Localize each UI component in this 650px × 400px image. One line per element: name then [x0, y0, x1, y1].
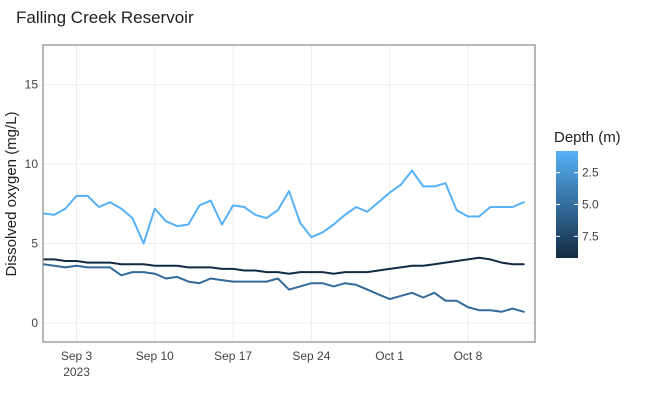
- legend: Depth (m) 2.5 5.0 7.5: [554, 129, 621, 258]
- legend-title: Depth (m): [554, 129, 621, 146]
- colorbar-tick-label: 5.0: [582, 198, 599, 212]
- x-tick-label: Oct 8: [454, 349, 483, 363]
- x-axis-ticks: Sep 3 2023 Sep 10 Sep 17 Sep 24 Oct 1 Oct 8: [61, 349, 483, 379]
- colorbar-ticks: 2.5 5.0 7.5: [556, 166, 599, 243]
- y-tick-label: 5: [31, 237, 38, 251]
- gridlines: [43, 45, 535, 342]
- colorbar-tick-label: 7.5: [582, 229, 599, 243]
- y-tick-label: 15: [25, 78, 39, 92]
- series-line-depth-1: [43, 169, 525, 245]
- y-tick-label: 10: [25, 157, 39, 171]
- series-layer: [43, 169, 525, 313]
- chart-title: Falling Creek Reservoir: [16, 8, 194, 27]
- colorbar: [556, 151, 578, 258]
- series-line-depth-5: [43, 263, 525, 313]
- x-tick-label: Oct 1: [375, 349, 404, 363]
- y-axis-label: Dissolved oxygen (mg/L): [3, 111, 20, 276]
- x-tick-label: Sep 3: [61, 349, 93, 363]
- x-tick-label: Sep 24: [292, 349, 330, 363]
- x-tick-label: Sep 10: [136, 349, 174, 363]
- y-axis-ticks: 0 5 10 15: [25, 78, 39, 330]
- x-tick-year-label: 2023: [63, 365, 90, 379]
- y-tick-label: 0: [31, 316, 38, 330]
- colorbar-tick-label: 2.5: [582, 166, 599, 180]
- series-line-depth-9: [43, 256, 525, 275]
- x-tick-label: Sep 17: [214, 349, 252, 363]
- plot-border: [42, 44, 536, 343]
